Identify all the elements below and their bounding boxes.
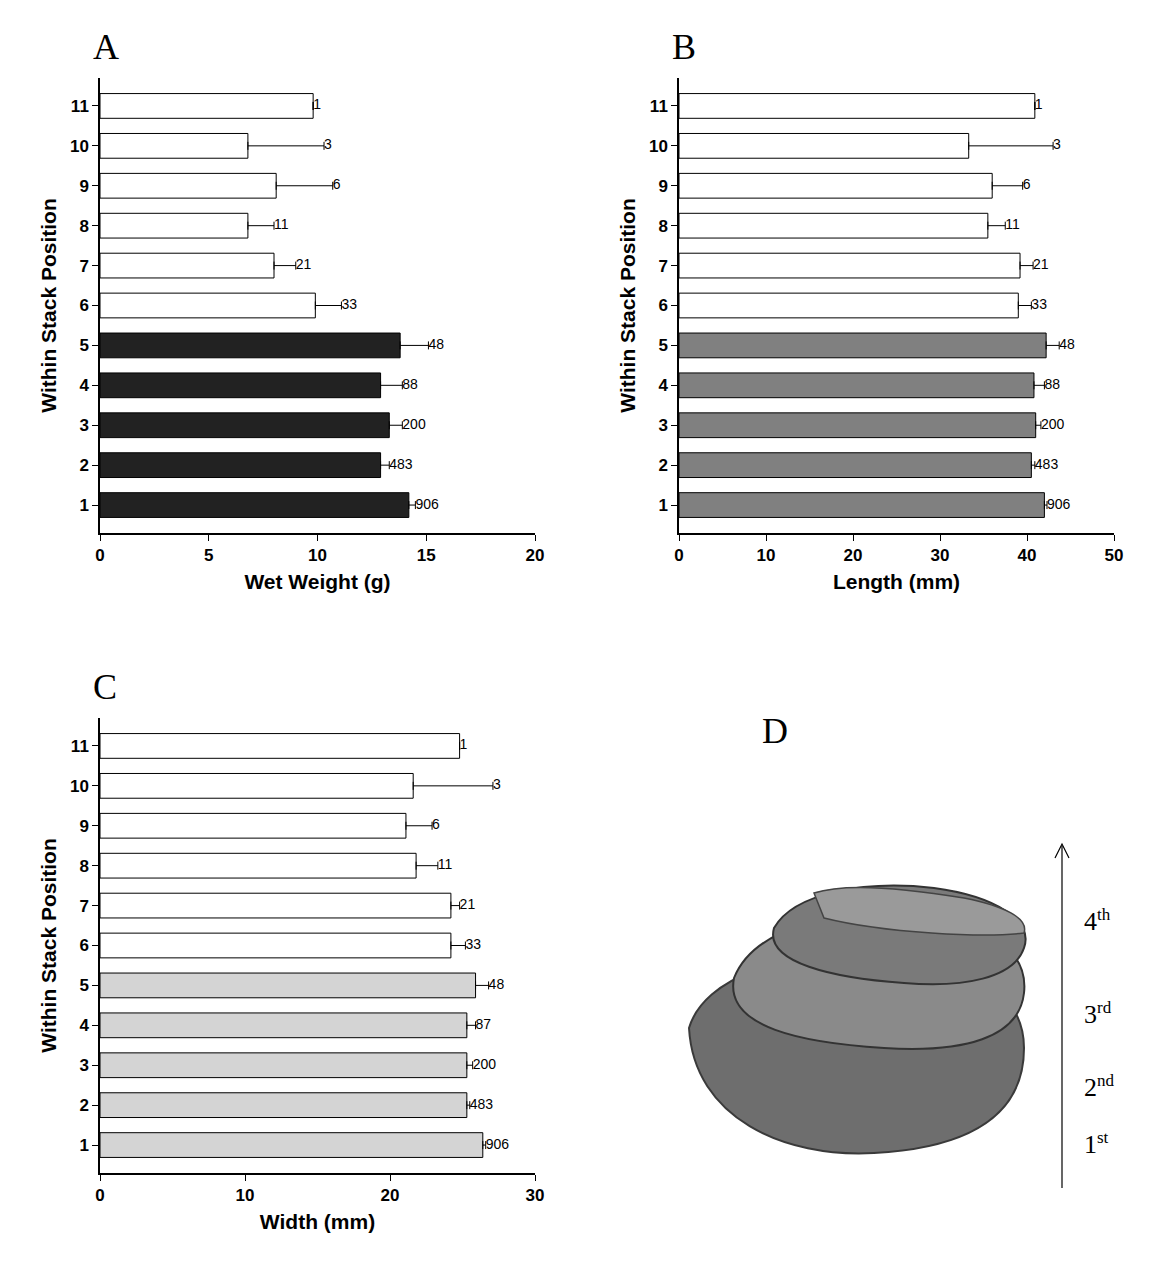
- svg-text:0: 0: [95, 546, 104, 565]
- svg-text:20: 20: [526, 546, 545, 565]
- svg-text:15: 15: [417, 546, 436, 565]
- svg-text:11: 11: [1005, 216, 1020, 232]
- svg-text:88: 88: [1044, 376, 1060, 392]
- svg-text:5: 5: [79, 976, 88, 995]
- svg-text:1: 1: [79, 496, 88, 515]
- svg-text:Wet Weight (g): Wet Weight (g): [244, 570, 390, 593]
- svg-text:Length (mm): Length (mm): [833, 570, 960, 593]
- svg-text:6: 6: [333, 176, 341, 192]
- svg-text:6: 6: [658, 296, 667, 315]
- svg-text:30: 30: [931, 546, 950, 565]
- svg-text:Within Stack Position: Within Stack Position: [37, 838, 60, 1053]
- svg-text:11: 11: [71, 737, 89, 756]
- svg-text:8: 8: [658, 217, 667, 236]
- svg-text:C: C: [93, 667, 117, 707]
- svg-text:33: 33: [1031, 296, 1047, 312]
- svg-text:9: 9: [79, 177, 88, 196]
- svg-text:20: 20: [381, 1186, 400, 1205]
- svg-text:2: 2: [79, 1096, 88, 1115]
- svg-text:30: 30: [526, 1186, 545, 1205]
- svg-text:8: 8: [79, 217, 88, 236]
- svg-text:6: 6: [79, 936, 88, 955]
- svg-text:2: 2: [658, 456, 667, 475]
- svg-text:Width (mm): Width (mm): [260, 1210, 375, 1233]
- svg-text:Within Stack Position: Within Stack Position: [616, 198, 639, 413]
- svg-text:11: 11: [71, 97, 89, 116]
- svg-text:0: 0: [674, 546, 683, 565]
- svg-text:1: 1: [460, 736, 468, 752]
- svg-text:906: 906: [486, 1136, 510, 1152]
- svg-text:1: 1: [658, 496, 667, 515]
- svg-text:200: 200: [473, 1056, 497, 1072]
- svg-text:7: 7: [658, 257, 667, 276]
- svg-text:21: 21: [1033, 256, 1049, 272]
- svg-text:50: 50: [1105, 546, 1124, 565]
- svg-text:48: 48: [1059, 336, 1075, 352]
- svg-text:4: 4: [79, 1016, 89, 1035]
- svg-text:906: 906: [1047, 496, 1071, 512]
- svg-text:7: 7: [79, 897, 88, 916]
- svg-text:3: 3: [79, 416, 88, 435]
- svg-text:4: 4: [79, 376, 89, 395]
- svg-text:Within Stack Position: Within Stack Position: [37, 198, 60, 413]
- svg-text:88: 88: [402, 376, 418, 392]
- svg-text:8: 8: [79, 857, 88, 876]
- svg-text:A: A: [93, 27, 119, 67]
- svg-text:200: 200: [1041, 416, 1065, 432]
- svg-text:3: 3: [1053, 136, 1061, 152]
- svg-text:3: 3: [79, 1056, 88, 1075]
- svg-text:4: 4: [658, 376, 668, 395]
- svg-text:4th: 4th: [1084, 905, 1111, 936]
- svg-text:1: 1: [1035, 96, 1043, 112]
- svg-text:200: 200: [402, 416, 426, 432]
- svg-text:6: 6: [79, 296, 88, 315]
- svg-text:48: 48: [428, 336, 444, 352]
- svg-text:1: 1: [313, 96, 321, 112]
- svg-text:5: 5: [204, 546, 213, 565]
- svg-text:33: 33: [341, 296, 357, 312]
- svg-text:D: D: [762, 711, 788, 751]
- svg-text:483: 483: [389, 456, 413, 472]
- svg-text:33: 33: [465, 936, 481, 952]
- svg-text:2nd: 2nd: [1084, 1071, 1115, 1102]
- svg-text:483: 483: [470, 1096, 494, 1112]
- svg-text:1: 1: [79, 1136, 88, 1155]
- svg-text:2: 2: [79, 456, 88, 475]
- svg-text:10: 10: [757, 546, 776, 565]
- svg-text:906: 906: [415, 496, 439, 512]
- svg-text:21: 21: [460, 896, 476, 912]
- svg-text:10: 10: [649, 137, 668, 156]
- svg-text:10: 10: [308, 546, 327, 565]
- svg-text:483: 483: [1035, 456, 1059, 472]
- svg-text:10: 10: [70, 777, 89, 796]
- svg-text:3: 3: [658, 416, 667, 435]
- svg-text:10: 10: [236, 1186, 255, 1205]
- svg-text:11: 11: [438, 856, 453, 872]
- svg-text:6: 6: [1023, 176, 1031, 192]
- svg-text:3rd: 3rd: [1084, 998, 1112, 1029]
- svg-text:21: 21: [296, 256, 312, 272]
- svg-text:6: 6: [432, 816, 440, 832]
- svg-text:3: 3: [493, 776, 501, 792]
- svg-text:7: 7: [79, 257, 88, 276]
- svg-text:5: 5: [79, 336, 88, 355]
- svg-text:11: 11: [650, 97, 668, 116]
- svg-text:3: 3: [324, 136, 332, 152]
- svg-text:20: 20: [844, 546, 863, 565]
- svg-text:9: 9: [658, 177, 667, 196]
- svg-text:40: 40: [1018, 546, 1037, 565]
- svg-text:10: 10: [70, 137, 89, 156]
- svg-text:9: 9: [79, 817, 88, 836]
- svg-text:1st: 1st: [1084, 1128, 1109, 1159]
- svg-text:87: 87: [476, 1016, 492, 1032]
- svg-text:11: 11: [274, 216, 289, 232]
- svg-text:B: B: [672, 27, 696, 67]
- svg-text:0: 0: [95, 1186, 104, 1205]
- svg-text:48: 48: [489, 976, 505, 992]
- svg-text:5: 5: [658, 336, 667, 355]
